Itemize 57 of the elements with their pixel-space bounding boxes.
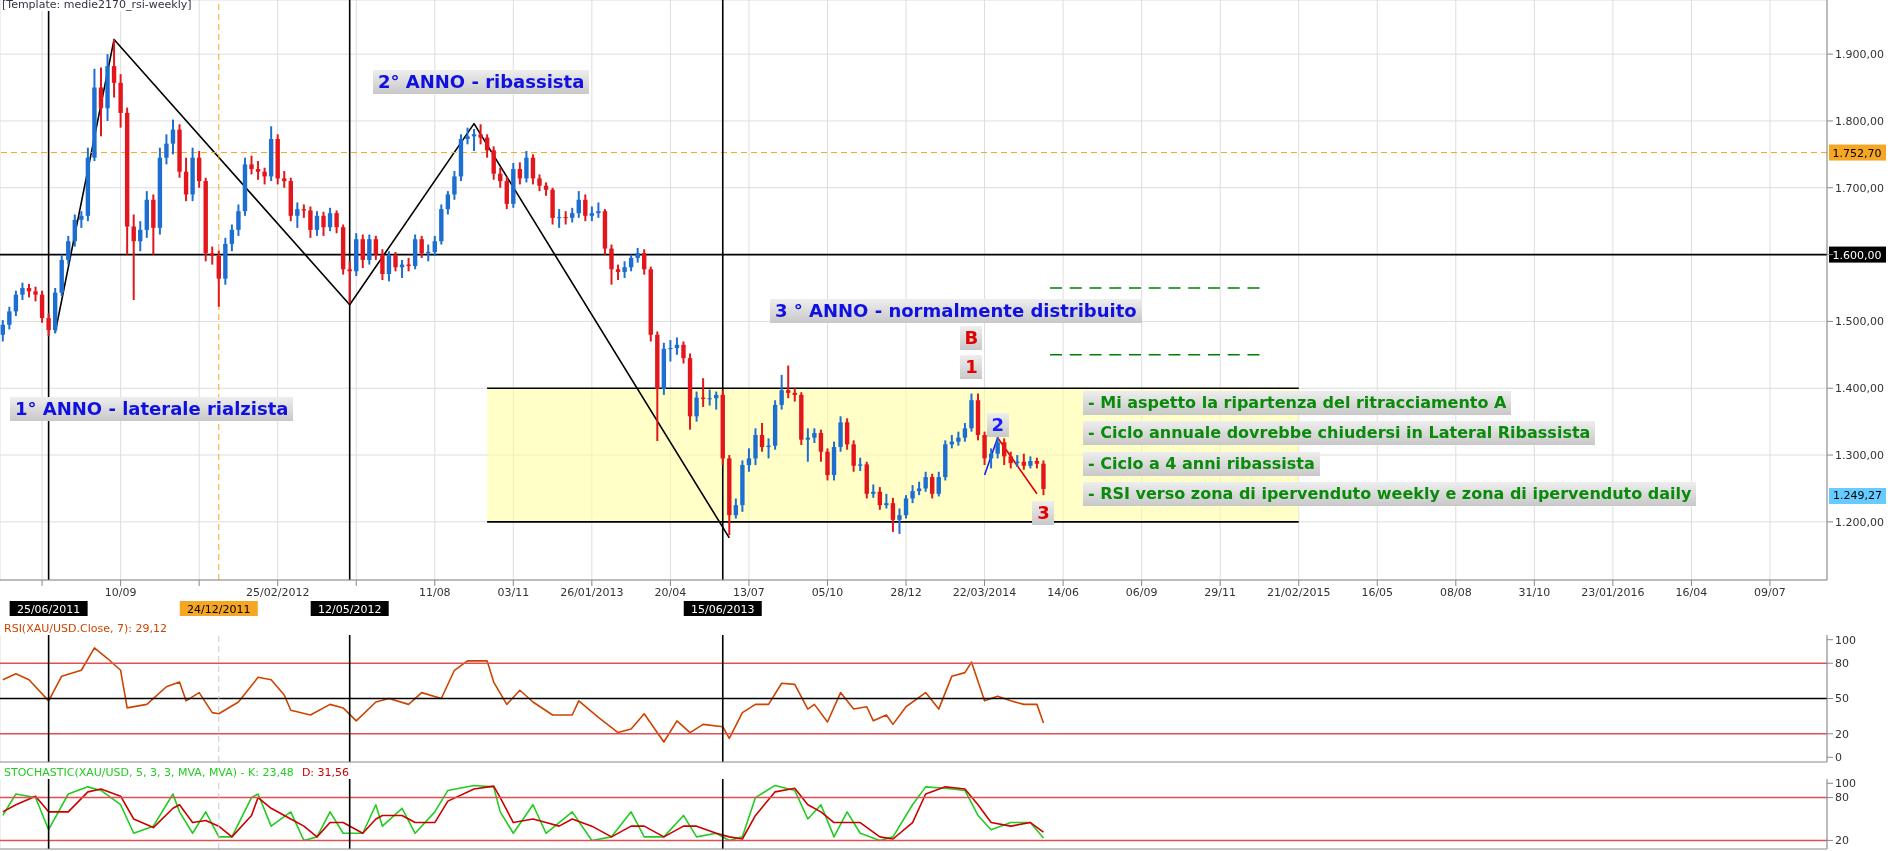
y-tick-label: 1.500,00 [1835, 315, 1884, 329]
x-tick-label: 16/04 [1675, 585, 1708, 599]
ref-line-label: 1.752,70 [1832, 146, 1882, 160]
annotation: 3 ° ANNO - normalmente distribuito [770, 299, 1142, 323]
y-tick-label: 0 [1835, 751, 1842, 765]
text: D: 31,56 [301, 766, 350, 779]
y-tick-label: 100 [1835, 777, 1856, 791]
x-tick-label: 08/08 [1439, 585, 1472, 599]
y-tick-label: 20 [1835, 727, 1849, 741]
annotation: B [960, 326, 983, 351]
y-tick-label: 1.400,00 [1835, 382, 1884, 396]
y-tick-label: 1.200,00 [1835, 515, 1884, 529]
x-tick-label: 05/10 [811, 585, 844, 599]
x-tick-label: 11/08 [418, 585, 451, 599]
annotation: 2° ANNO - ribassista [373, 70, 590, 94]
annotation: 3 [1032, 501, 1055, 526]
annotation: [Template: medie2170_rsi-weekly] [2, 0, 192, 11]
annotation: 1 [960, 354, 983, 379]
x-tick-label: 28/12 [890, 585, 922, 599]
ref-line-label: 24/12/2011 [187, 602, 251, 616]
x-tick-label: 10/09 [104, 585, 137, 599]
x-tick-label: 06/09 [1125, 585, 1158, 599]
text: 1.249,27 [1829, 488, 1886, 504]
x-tick-label: 29/11 [1204, 585, 1237, 599]
y-tick-label: 1.700,00 [1835, 181, 1884, 195]
ref-line-label: 25/06/2011 [16, 602, 81, 616]
ref-line-label: 15/06/2013 [691, 602, 755, 616]
x-tick-label: 03/11 [497, 585, 530, 599]
y-tick-label: 1.800,00 [1835, 114, 1884, 128]
series-label: STOCHASTIC(XAU/USD, 5, 3, 3, MVA, MVA) - K: 23,48 [4, 766, 294, 779]
series-label: RSI(XAU/USD.Close, 7): 29,12 [4, 622, 167, 635]
x-tick-label: 26/01/2013 [560, 585, 624, 599]
ref-line-label: 1.600,00 [1832, 248, 1882, 262]
x-tick-label: 25/02/2012 [245, 585, 310, 599]
y-tick-label: 80 [1835, 791, 1849, 805]
x-tick-label: 22/03/2014 [952, 585, 1017, 599]
annotation: - Ciclo a 4 anni ribassista [1083, 452, 1320, 476]
x-tick-label: 09/07 [1754, 585, 1786, 599]
x-tick-label: 20/04 [654, 585, 687, 599]
ref-line-label: 12/05/2012 [317, 602, 382, 616]
annotation: 1° ANNO - laterale rialzista [10, 397, 294, 421]
y-tick-label: 100 [1835, 633, 1856, 647]
annotation: - RSI verso zona di ipervenduto weekly e zona di ipervenduto daily [1083, 482, 1697, 506]
x-tick-label: 13/07 [733, 585, 765, 599]
annotation: 2 [986, 412, 1009, 437]
y-tick-label: 1.900,00 [1835, 48, 1884, 62]
y-tick-label: 1.300,00 [1835, 448, 1884, 462]
x-tick-label: 23/01/2016 [1581, 585, 1645, 599]
x-tick-label: 21/02/2015 [1267, 585, 1331, 599]
y-tick-label: 50 [1835, 692, 1849, 706]
annotation: - Mi aspetto la ripartenza del ritracciamento A [1083, 391, 1512, 415]
annotation: - Ciclo annuale dovrebbe chiudersi in Lateral Ribassista [1083, 421, 1596, 445]
x-tick-label: 14/06 [1047, 585, 1079, 599]
x-tick-label: 31/10 [1518, 585, 1551, 599]
y-tick-label: 80 [1835, 657, 1849, 671]
x-tick-label: 16/05 [1361, 585, 1394, 599]
y-tick-label: 20 [1835, 834, 1849, 848]
